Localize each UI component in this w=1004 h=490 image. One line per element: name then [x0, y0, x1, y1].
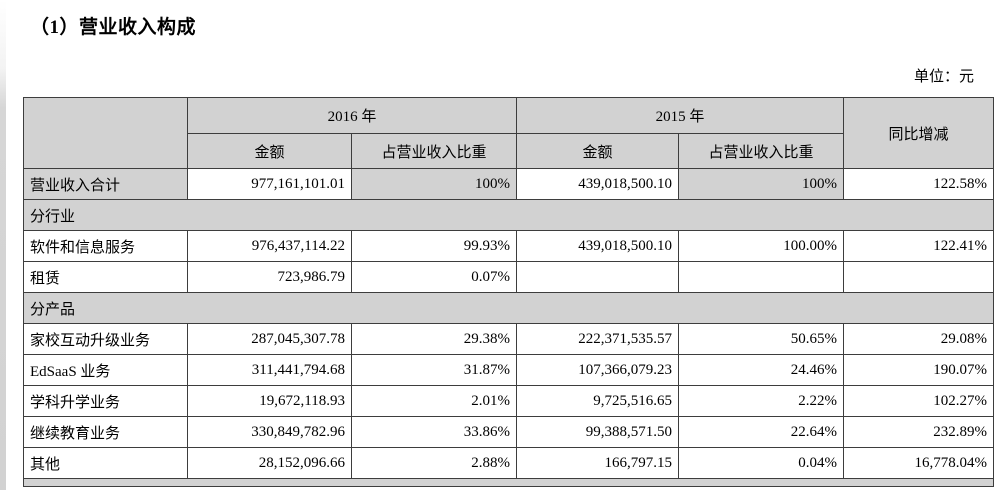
table-row-software-services: 软件和信息服务 976,437,114.22 99.93% 439,018,50…	[23, 230, 995, 262]
row-label-cell: 继续教育业务	[23, 416, 188, 448]
amount-2015-cell: 9,725,516.65	[516, 385, 680, 417]
amount-2016-cell: 330,849,782.96	[187, 416, 352, 448]
table-row-home-school: 家校互动升级业务 287,045,307.78 29.38% 222,371,5…	[23, 323, 995, 355]
amount-2016-cell: 311,441,794.68	[187, 354, 352, 386]
amount-2015-header: 金额	[516, 133, 680, 169]
ratio-2015-cell	[678, 261, 845, 293]
table-row-other: 其他 28,152,096.66 2.88% 166,797.15 0.04% …	[23, 447, 995, 479]
yoy-cell: 29.08%	[843, 323, 995, 355]
yoy-cell: 122.41%	[843, 230, 995, 262]
row-label-cell: 租赁	[23, 261, 188, 293]
ratio-2016-cell: 33.86%	[350, 416, 518, 448]
ratio-2015-cell: 24.46%	[678, 354, 845, 386]
yoy-cell: 190.07%	[843, 354, 995, 386]
ratio-2016-cell: 100%	[350, 168, 518, 200]
ratio-2016-cell: 31.87%	[350, 354, 518, 386]
amount-2016-cell: 28,152,096.66	[187, 447, 352, 479]
section-row-industry: 分行业	[22, 199, 995, 231]
ratio-2015-cell: 100%	[678, 168, 845, 200]
yoy-cell: 232.89%	[843, 416, 995, 448]
amount-2015-cell: 222,371,535.57	[516, 323, 680, 355]
amount-2016-header: 金额	[187, 133, 352, 169]
ratio-2015-cell: 22.64%	[678, 416, 845, 448]
yoy-cell: 122.58%	[843, 168, 995, 200]
table-row-total: 营业收入合计 977,161,101.01 100% 439,018,500.1…	[23, 168, 995, 200]
row-label-cell: 软件和信息服务	[23, 230, 188, 262]
row-label-cell: 家校互动升级业务	[23, 323, 188, 355]
yoy-cell: 16,778.04%	[843, 447, 995, 479]
ratio-2016-cell: 99.93%	[350, 230, 518, 262]
yoy-cell: 102.27%	[843, 385, 995, 417]
amount-2016-cell: 723,986.79	[187, 261, 352, 293]
amount-2016-cell: 977,161,101.01	[187, 168, 352, 200]
amount-2015-cell	[516, 261, 680, 293]
corner-blank-cell	[23, 97, 188, 169]
clipped-section-cell	[22, 478, 995, 487]
revenue-composition-table: 2016 年 2015 年 同比增减 金额 占营业收入比重 金额 占营业收入比重…	[22, 97, 995, 487]
ratio-2015-cell: 100.00%	[678, 230, 845, 262]
yoy-header: 同比增减	[843, 97, 995, 169]
ratio-2016-cell: 0.07%	[350, 261, 518, 293]
amount-2015-cell: 439,018,500.10	[516, 168, 680, 200]
year-2015-header: 2015 年	[516, 97, 845, 134]
amount-2015-cell: 107,366,079.23	[516, 354, 680, 386]
ratio-2015-cell: 50.65%	[678, 323, 845, 355]
amount-2015-cell: 166,797.15	[516, 447, 680, 479]
page-title: （1）营业收入构成	[30, 17, 197, 38]
ratio-2016-header: 占营业收入比重	[350, 133, 518, 169]
row-label-cell: 营业收入合计	[23, 168, 188, 200]
section-label-cell: 分行业	[22, 199, 995, 231]
amount-2015-cell: 439,018,500.10	[516, 230, 680, 262]
row-label-cell: 其他	[23, 447, 188, 479]
clipped-next-row	[22, 478, 995, 487]
table-row-continuing-education: 继续教育业务 330,849,782.96 33.86% 99,388,571.…	[23, 416, 995, 448]
year-2016-header: 2016 年	[186, 97, 518, 134]
header-row-years: 2016 年 2015 年 同比增减	[23, 97, 995, 169]
amount-2016-cell: 976,437,114.22	[187, 230, 352, 262]
ratio-2016-cell: 2.88%	[350, 447, 518, 479]
page-left-edge	[0, 0, 6, 490]
table-row-edsaas: EdSaaS 业务 311,441,794.68 31.87% 107,366,…	[23, 354, 995, 386]
yoy-cell	[843, 261, 995, 293]
table-row-academic: 学科升学业务 19,672,118.93 2.01% 9,725,516.65 …	[23, 385, 995, 417]
amount-2016-cell: 19,672,118.93	[187, 385, 352, 417]
table-row-leasing: 租赁 723,986.79 0.07%	[23, 261, 995, 293]
row-label-cell: EdSaaS 业务	[23, 354, 188, 386]
amount-2016-cell: 287,045,307.78	[187, 323, 352, 355]
section-label-cell: 分产品	[22, 292, 995, 324]
section-row-product: 分产品	[22, 292, 995, 324]
unit-label: 单位：元	[913, 69, 974, 85]
ratio-2016-cell: 2.01%	[350, 385, 518, 417]
header-row-measures: 金额 占营业收入比重 金额 占营业收入比重	[24, 133, 994, 169]
ratio-2015-cell: 2.22%	[678, 385, 845, 417]
ratio-2015-cell: 0.04%	[678, 447, 845, 479]
row-label-cell: 学科升学业务	[23, 385, 188, 417]
ratio-2016-cell: 29.38%	[350, 323, 518, 355]
amount-2015-cell: 99,388,571.50	[516, 416, 680, 448]
ratio-2015-header: 占营业收入比重	[678, 133, 845, 169]
